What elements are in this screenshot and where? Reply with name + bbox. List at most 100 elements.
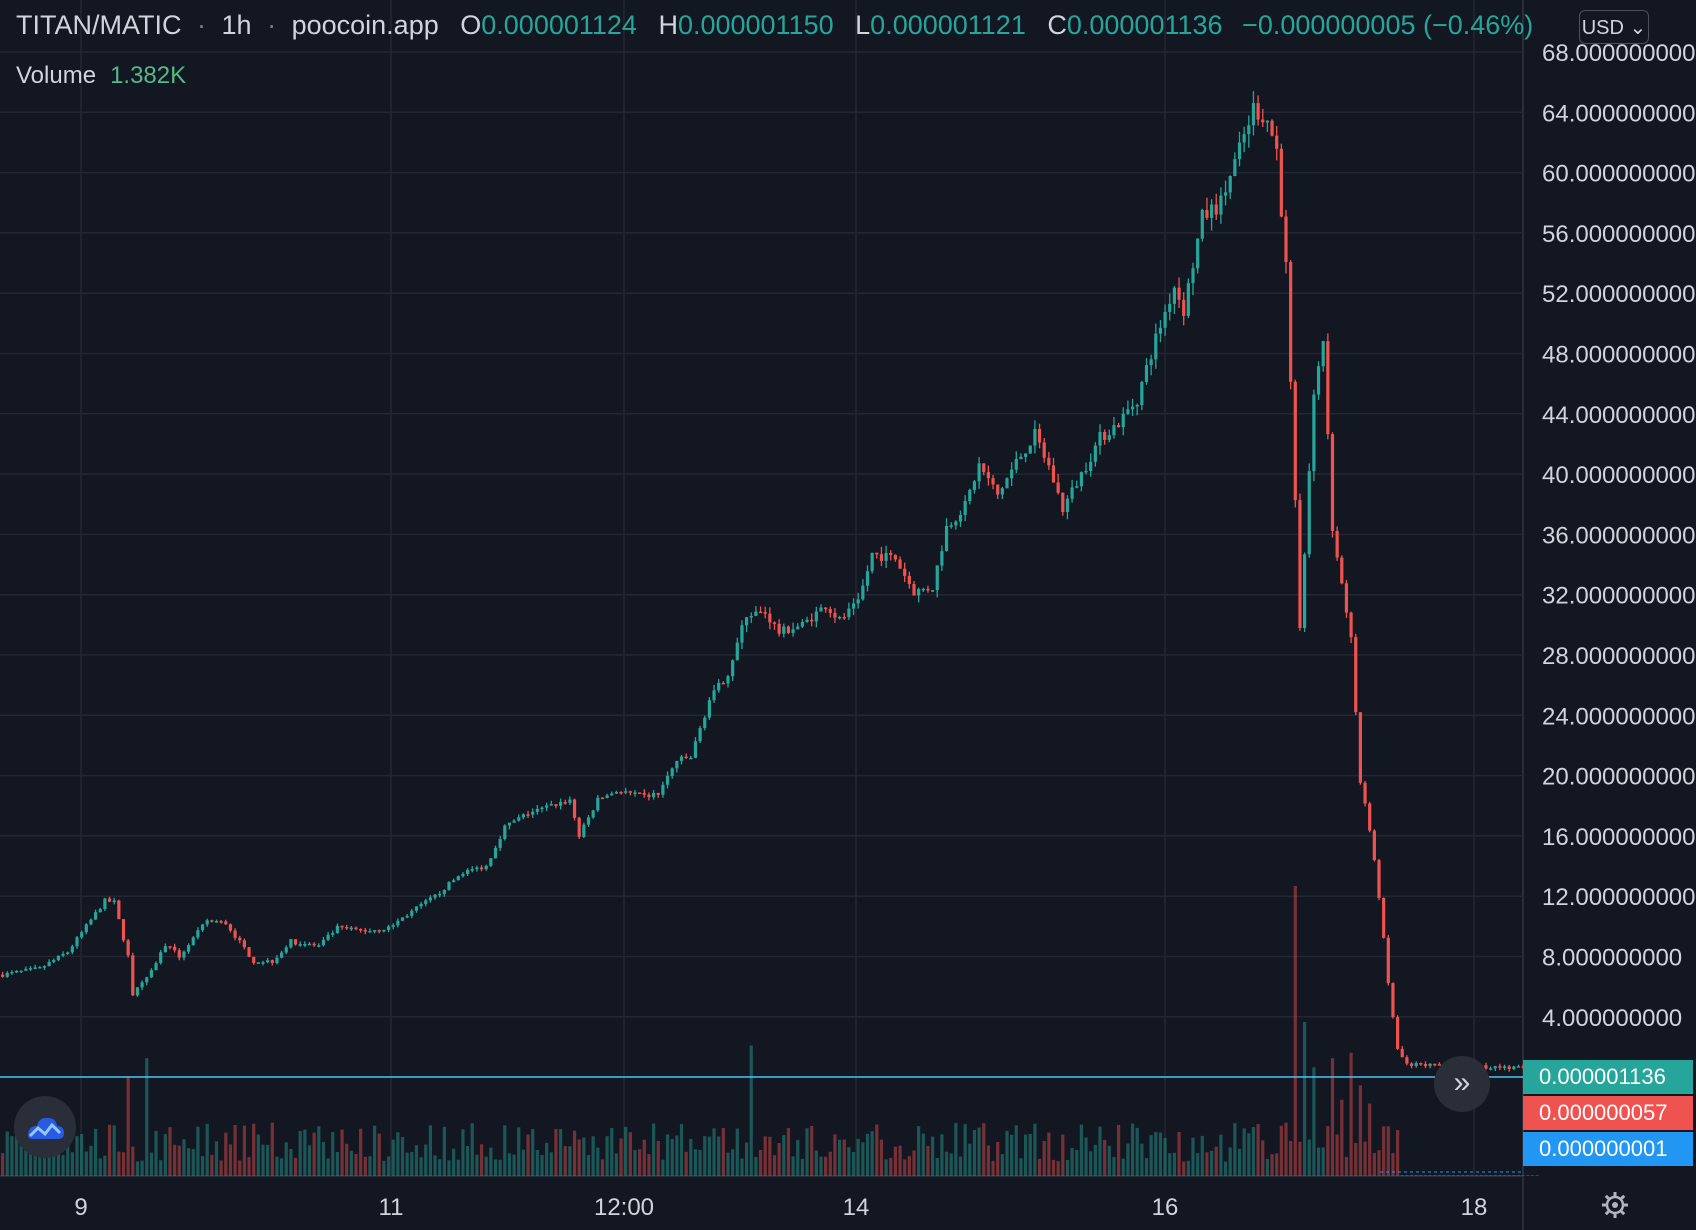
candle-body bbox=[526, 814, 530, 816]
volume-bar bbox=[1293, 886, 1297, 1176]
volume-bar bbox=[1089, 1151, 1093, 1176]
candle-body bbox=[1019, 456, 1023, 460]
candle-body bbox=[1368, 803, 1372, 831]
last-price-tag: 0.000001136 bbox=[1523, 1060, 1693, 1094]
volume-bar bbox=[410, 1151, 414, 1176]
volume-bar bbox=[1107, 1145, 1111, 1176]
currency-label: USD bbox=[1581, 17, 1624, 39]
open-value: 0.000001124 bbox=[481, 10, 637, 40]
candle-body bbox=[400, 917, 405, 921]
volume-bar bbox=[424, 1144, 428, 1176]
volume-bar bbox=[847, 1147, 851, 1176]
candle-body bbox=[1275, 135, 1279, 149]
volume-bar bbox=[1382, 1126, 1386, 1176]
volume-bar bbox=[1470, 1175, 1474, 1176]
volume-bar bbox=[721, 1127, 725, 1176]
volume-bar bbox=[191, 1149, 195, 1176]
volume-bar bbox=[670, 1138, 674, 1176]
volume-bar bbox=[1447, 1175, 1451, 1176]
volume-bar bbox=[907, 1156, 911, 1176]
double-chevron-right-icon[interactable]: » bbox=[1434, 1056, 1490, 1112]
candle-body bbox=[921, 588, 925, 591]
volume-bar bbox=[373, 1125, 377, 1176]
candle-body bbox=[461, 873, 465, 877]
volume-bar bbox=[400, 1137, 405, 1176]
volume-bar bbox=[80, 1134, 84, 1176]
volume-bar bbox=[433, 1155, 437, 1176]
volume-bar bbox=[1126, 1143, 1130, 1176]
candle-body bbox=[507, 822, 512, 826]
currency-select[interactable]: USD ⌄ bbox=[1579, 10, 1649, 44]
volume-bar bbox=[1140, 1143, 1144, 1176]
volume-bar bbox=[1340, 1099, 1344, 1176]
volume-bar bbox=[261, 1144, 265, 1176]
candle-body bbox=[865, 571, 870, 586]
candle-body bbox=[665, 775, 670, 785]
volume-bar bbox=[182, 1139, 186, 1176]
volume-bar bbox=[447, 1160, 451, 1176]
volume-bar bbox=[889, 1157, 893, 1176]
candle-body bbox=[419, 903, 423, 907]
volume-bar bbox=[349, 1150, 353, 1176]
candle-body bbox=[238, 937, 242, 941]
interval-label[interactable]: 1h bbox=[221, 10, 252, 40]
volume-bar bbox=[75, 1136, 79, 1176]
candle-body bbox=[1256, 103, 1260, 120]
candle-body bbox=[1121, 413, 1125, 428]
candle-body bbox=[805, 619, 809, 622]
volume-bar bbox=[559, 1129, 563, 1176]
candle-body bbox=[1289, 262, 1293, 382]
candle-body bbox=[173, 946, 177, 951]
gear-icon[interactable] bbox=[1600, 1190, 1630, 1220]
volume-bar bbox=[526, 1134, 530, 1176]
volume-bar bbox=[126, 1076, 130, 1176]
candle-body bbox=[94, 912, 98, 920]
candle-body bbox=[638, 792, 642, 794]
volume-bar bbox=[768, 1136, 772, 1176]
candle-body bbox=[470, 869, 474, 871]
candle-body bbox=[1307, 471, 1311, 555]
volume-bar bbox=[1521, 1175, 1525, 1176]
candle-body bbox=[1219, 195, 1223, 215]
candle-body bbox=[1112, 425, 1116, 436]
candle-body bbox=[563, 802, 567, 804]
candle-body bbox=[1265, 120, 1269, 123]
volume-bar bbox=[879, 1139, 884, 1176]
candle-body bbox=[312, 943, 316, 946]
candle-body bbox=[972, 481, 977, 490]
candle-body bbox=[861, 585, 865, 600]
volume-bar bbox=[1386, 1126, 1390, 1176]
volume-bar bbox=[470, 1123, 474, 1176]
candle-body bbox=[572, 799, 577, 818]
volume-bar bbox=[112, 1125, 116, 1176]
candle-body bbox=[1251, 103, 1256, 126]
volume-bar bbox=[1033, 1123, 1037, 1176]
candle-body bbox=[1177, 287, 1181, 300]
volume-bar bbox=[1010, 1134, 1014, 1176]
candle-body bbox=[396, 920, 400, 926]
candle-body bbox=[819, 607, 823, 612]
candle-body bbox=[1033, 428, 1037, 446]
volume-bar bbox=[633, 1149, 637, 1176]
volume-bar bbox=[131, 1146, 135, 1176]
volume-bar bbox=[758, 1150, 763, 1176]
volume-bar bbox=[763, 1136, 767, 1176]
volume-bar bbox=[707, 1136, 711, 1176]
candle-body bbox=[284, 947, 288, 953]
candle-body bbox=[577, 817, 581, 837]
candle-body bbox=[38, 967, 42, 969]
tradingview-cloud-icon[interactable] bbox=[14, 1096, 76, 1158]
volume-bar bbox=[275, 1156, 279, 1176]
volume-bar bbox=[642, 1139, 646, 1176]
close-key: C bbox=[1047, 10, 1067, 40]
candle-body bbox=[33, 967, 37, 969]
candle-body bbox=[145, 977, 149, 983]
volume-bar bbox=[140, 1160, 144, 1176]
candle-body bbox=[633, 792, 637, 794]
volume-bar bbox=[1037, 1158, 1042, 1176]
candle-body bbox=[791, 629, 795, 633]
volume-bar bbox=[1349, 1052, 1353, 1176]
candle-body bbox=[1316, 366, 1321, 395]
candle-body bbox=[1228, 175, 1232, 193]
